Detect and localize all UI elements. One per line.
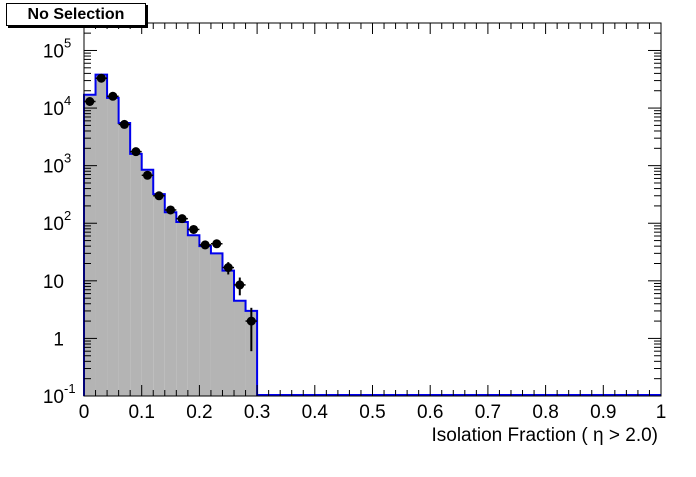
data-point xyxy=(210,239,223,249)
y-tick-label-exponent: 4 xyxy=(64,93,71,108)
histogram-bar xyxy=(95,74,108,396)
histogram-bar xyxy=(130,153,142,396)
x-tick-label: 0.1 xyxy=(128,402,154,423)
marker xyxy=(85,97,95,107)
histogram-bar xyxy=(234,300,246,396)
data-point xyxy=(118,119,131,129)
histogram-bar xyxy=(176,222,188,396)
marker xyxy=(200,240,210,250)
data-point xyxy=(141,170,154,180)
chart-title: No Selection xyxy=(6,3,146,26)
histogram-bar xyxy=(107,97,119,396)
histogram-bar xyxy=(118,123,131,396)
histogram-bar xyxy=(222,270,235,396)
data-point xyxy=(234,277,246,296)
marker xyxy=(212,239,222,249)
marker xyxy=(142,170,152,180)
data-point xyxy=(199,240,211,250)
histogram-bar xyxy=(164,212,177,396)
x-tick-label: 0 xyxy=(79,402,90,423)
marker xyxy=(246,316,256,326)
x-tick-label: 0.2 xyxy=(186,402,212,423)
y-tick-label-exponent: 3 xyxy=(64,151,71,166)
histogram-bar xyxy=(153,194,165,396)
marker xyxy=(119,119,129,129)
data-point xyxy=(107,91,119,101)
marker xyxy=(189,224,199,234)
data-point xyxy=(187,224,200,234)
histogram-bar xyxy=(210,253,223,396)
y-tick-label: 1 xyxy=(53,329,64,350)
histogram-bar xyxy=(199,246,211,396)
histogram-bar xyxy=(245,310,258,396)
histogram-bar xyxy=(84,94,96,396)
data-points-layer xyxy=(84,73,258,352)
histogram-bar xyxy=(141,169,154,396)
marker xyxy=(131,147,141,157)
y-tick-label-exponent: -1 xyxy=(64,381,76,396)
data-point xyxy=(95,73,108,83)
y-tick-label-exponent: 2 xyxy=(64,208,71,223)
marker xyxy=(108,91,118,101)
marker xyxy=(235,280,245,290)
marker xyxy=(96,73,106,83)
y-tick-label: 10 xyxy=(43,157,64,178)
x-tick-label: 0.6 xyxy=(417,402,443,423)
y-tick-label: 10 xyxy=(43,272,64,293)
x-axis: 0 0.1 0.2 0.3 0.4 0.5 0.6 0.7 0.8 0.9 1 xyxy=(79,23,667,423)
data-point xyxy=(153,191,165,201)
y-tick-label: 10 xyxy=(43,387,64,408)
data-point xyxy=(164,205,177,215)
marker xyxy=(177,214,187,224)
x-tick-label: 0.3 xyxy=(244,402,270,423)
x-tick-label: 0.9 xyxy=(590,402,616,423)
x-tick-label: 0.8 xyxy=(532,402,558,423)
histogram-layer xyxy=(83,73,661,396)
data-point xyxy=(130,147,142,157)
y-tick-label: 10 xyxy=(43,214,64,235)
histogram-bar xyxy=(187,235,200,396)
x-tick-label: 0.7 xyxy=(475,402,501,423)
x-axis-title: Isolation Fraction ( η > 2.0) xyxy=(431,425,658,446)
y-tick-label: 10 xyxy=(43,99,64,120)
data-point xyxy=(222,262,235,275)
marker xyxy=(154,191,164,201)
x-tick-label: 1 xyxy=(656,402,667,423)
x-tick-label: 0.4 xyxy=(302,402,329,423)
y-tick-label: 10 xyxy=(43,41,64,62)
marker xyxy=(223,263,233,273)
marker xyxy=(166,205,176,215)
data-point xyxy=(245,307,258,352)
y-tick-label-exponent: 5 xyxy=(64,35,71,50)
data-point xyxy=(176,214,188,224)
x-tick-label: 0.5 xyxy=(359,402,385,423)
data-point xyxy=(84,97,96,107)
